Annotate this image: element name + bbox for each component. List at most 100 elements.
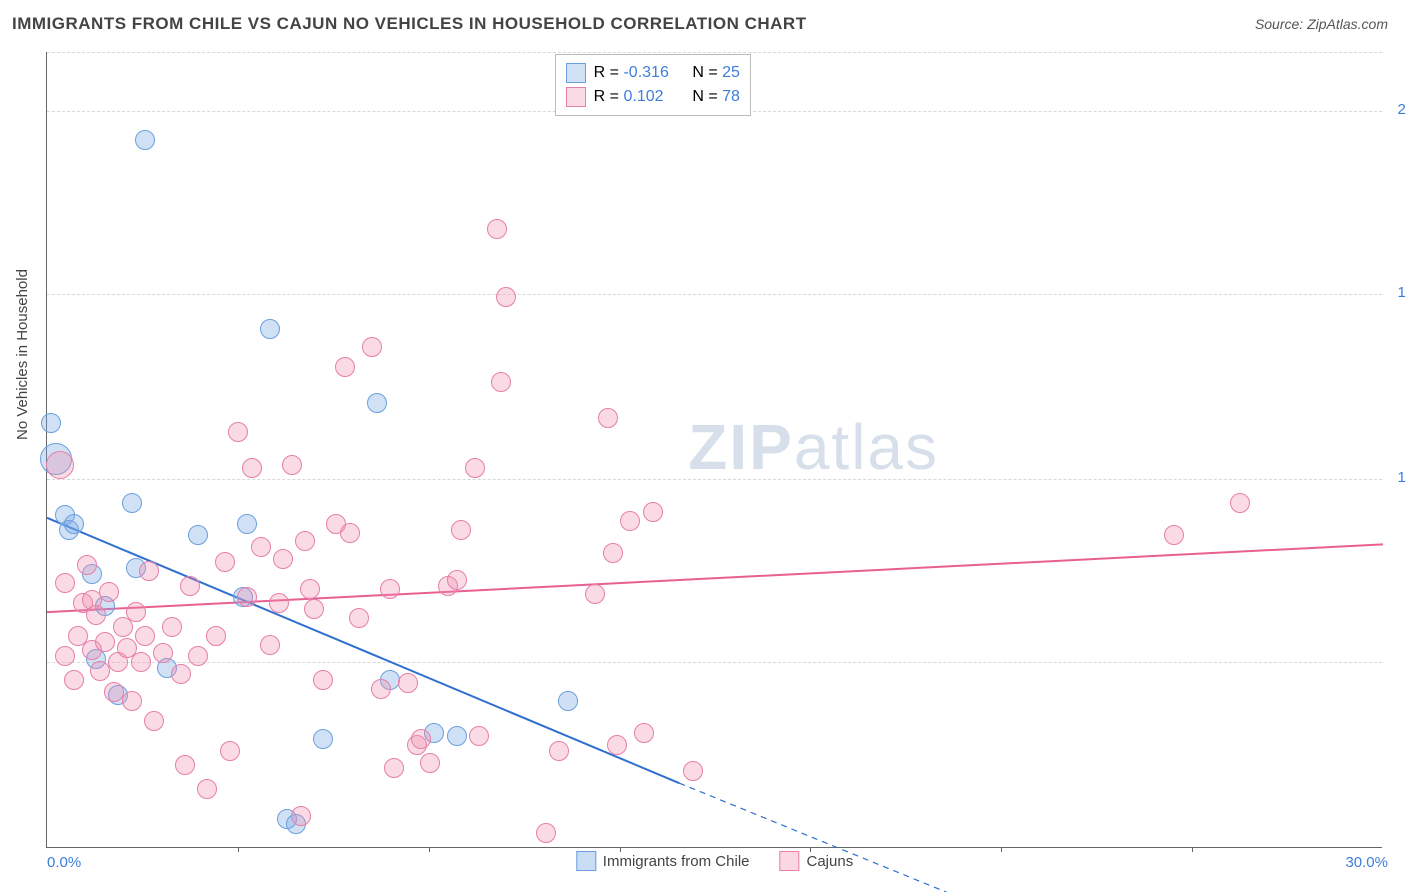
data-point (487, 219, 507, 239)
data-point (447, 726, 467, 746)
data-point (175, 755, 195, 775)
data-point (465, 458, 485, 478)
data-point (295, 531, 315, 551)
data-point (135, 626, 155, 646)
data-point (384, 758, 404, 778)
legend-swatch (566, 87, 586, 107)
stats-text: R = -0.316 N = 25 (594, 64, 740, 82)
data-point (683, 761, 703, 781)
data-point (273, 549, 293, 569)
data-point (371, 679, 391, 699)
data-point (135, 130, 155, 150)
chart-title: IMMIGRANTS FROM CHILE VS CAJUN NO VEHICL… (12, 14, 807, 34)
data-point (1230, 493, 1250, 513)
data-point (122, 691, 142, 711)
data-point (55, 573, 75, 593)
data-point (260, 635, 280, 655)
data-point (77, 555, 97, 575)
data-point (469, 726, 489, 746)
legend-item: Immigrants from Chile (576, 851, 750, 871)
data-point (598, 408, 618, 428)
stats-legend: R = -0.316 N = 25 R = 0.102 N = 78 (555, 54, 751, 116)
data-point (269, 593, 289, 613)
data-point (64, 514, 84, 534)
data-point (291, 806, 311, 826)
data-point (188, 525, 208, 545)
y-tick-label: 12.5% (1397, 469, 1406, 486)
data-point (228, 422, 248, 442)
x-tick-label: 0.0% (47, 854, 81, 871)
data-point (237, 514, 257, 534)
data-point (340, 523, 360, 543)
stats-text: R = 0.102 N = 78 (594, 88, 740, 106)
legend-item: Cajuns (780, 851, 854, 871)
data-point (398, 673, 418, 693)
data-point (335, 357, 355, 377)
data-point (300, 579, 320, 599)
data-point (206, 626, 226, 646)
data-point (82, 590, 102, 610)
data-point (162, 617, 182, 637)
source-attribution: Source: ZipAtlas.com (1255, 16, 1388, 32)
data-point (171, 664, 191, 684)
legend-swatch (780, 851, 800, 871)
data-point (46, 451, 74, 479)
data-point (367, 393, 387, 413)
data-point (451, 520, 471, 540)
plot-area: ZIPatlas 6.3%12.5%18.8%25.0%0.0%30.0%R =… (46, 52, 1382, 848)
data-point (558, 691, 578, 711)
data-point (41, 413, 61, 433)
data-point (585, 584, 605, 604)
data-point (634, 723, 654, 743)
data-point (153, 643, 173, 663)
data-point (188, 646, 208, 666)
data-point (99, 582, 119, 602)
data-point (126, 602, 146, 622)
data-point (260, 319, 280, 339)
data-point (95, 632, 115, 652)
legend-label: Immigrants from Chile (603, 853, 750, 870)
data-point (215, 552, 235, 572)
data-point (180, 576, 200, 596)
trend-layer (47, 52, 1383, 848)
y-axis-label: No Vehicles in Household (14, 269, 31, 440)
data-point (536, 823, 556, 843)
stats-row: R = 0.102 N = 78 (566, 85, 740, 109)
y-tick-label: 18.8% (1397, 284, 1406, 301)
data-point (380, 579, 400, 599)
data-point (55, 646, 75, 666)
legend-label: Cajuns (807, 853, 854, 870)
data-point (362, 337, 382, 357)
data-point (420, 753, 440, 773)
y-tick-label: 25.0% (1397, 101, 1406, 118)
data-point (313, 670, 333, 690)
data-point (304, 599, 324, 619)
data-point (620, 511, 640, 531)
data-point (242, 458, 262, 478)
data-point (237, 587, 257, 607)
series-legend: Immigrants from Chile Cajuns (576, 851, 853, 871)
data-point (64, 670, 84, 690)
data-point (220, 741, 240, 761)
legend-swatch (566, 63, 586, 83)
data-point (313, 729, 333, 749)
x-tick-label: 30.0% (1345, 854, 1388, 871)
stats-row: R = -0.316 N = 25 (566, 61, 740, 85)
data-point (131, 652, 151, 672)
data-point (447, 570, 467, 590)
legend-swatch (576, 851, 596, 871)
data-point (139, 561, 159, 581)
data-point (251, 537, 271, 557)
data-point (491, 372, 511, 392)
data-point (496, 287, 516, 307)
data-point (411, 729, 431, 749)
data-point (607, 735, 627, 755)
trendline (47, 518, 679, 783)
data-point (144, 711, 164, 731)
data-point (122, 493, 142, 513)
data-point (349, 608, 369, 628)
data-point (197, 779, 217, 799)
trendline-extrapolated (679, 783, 946, 892)
data-point (603, 543, 623, 563)
data-point (549, 741, 569, 761)
